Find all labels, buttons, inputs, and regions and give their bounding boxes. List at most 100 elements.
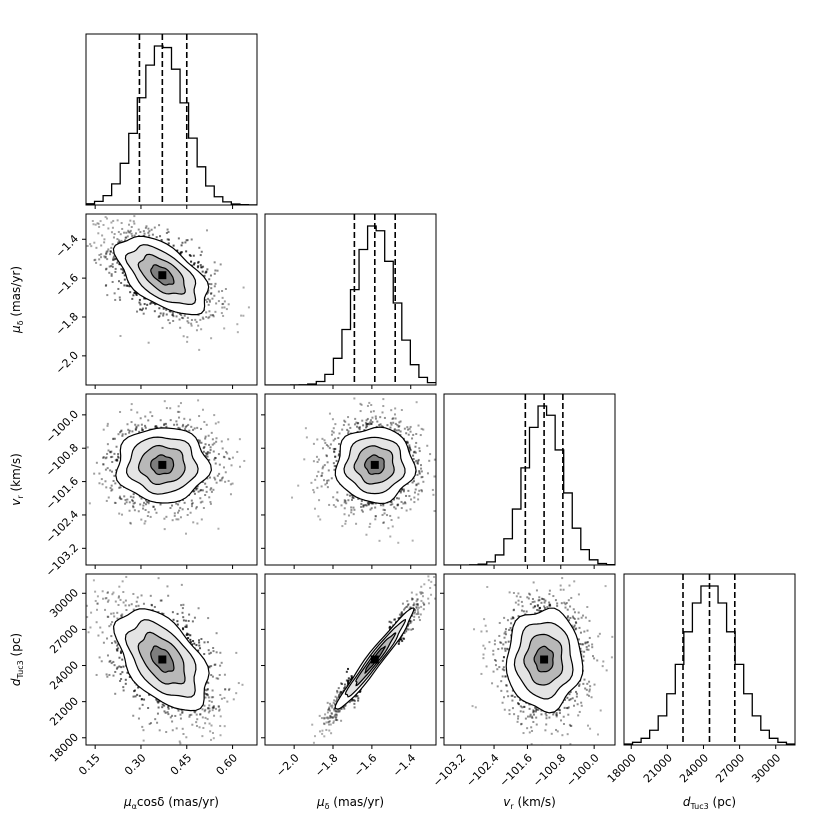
sample-point — [342, 424, 345, 427]
sample-point — [206, 268, 209, 271]
sample-point — [82, 606, 84, 608]
sample-point — [123, 284, 126, 287]
sample-point — [132, 714, 135, 717]
sample-point — [365, 533, 368, 536]
sample-point — [326, 711, 329, 714]
sample-point — [422, 601, 425, 604]
sample-point — [215, 758, 217, 760]
sample-point — [162, 307, 165, 310]
sample-point — [105, 252, 108, 255]
sample-point — [144, 508, 147, 511]
sample-point — [141, 427, 144, 430]
sample-point — [504, 675, 507, 678]
sample-point — [151, 609, 154, 612]
sample-point — [109, 450, 112, 453]
sample-point — [334, 505, 337, 508]
sample-point — [162, 612, 165, 615]
sample-point — [94, 590, 97, 593]
sample-point — [206, 229, 209, 232]
sample-point — [52, 214, 54, 216]
sample-point — [98, 472, 101, 475]
y-tick-label-dist: 18000 — [47, 731, 81, 765]
sample-point — [166, 238, 169, 241]
sample-point — [113, 615, 116, 618]
sample-point — [396, 503, 399, 506]
sample-point — [530, 743, 533, 745]
sample-point — [572, 626, 575, 629]
sample-point — [190, 713, 193, 716]
sample-point — [365, 419, 368, 422]
sample-point — [102, 463, 105, 466]
sample-point — [102, 597, 105, 600]
sample-point — [165, 308, 168, 311]
sample-point — [533, 600, 536, 603]
axis-label-dist: dTuc3 (pc) — [683, 795, 736, 811]
sample-point — [528, 592, 531, 595]
sample-point — [323, 479, 326, 482]
sample-point — [219, 734, 222, 737]
sample-point — [329, 714, 332, 717]
sample-point — [195, 505, 198, 508]
sample-point — [106, 424, 109, 427]
sample-point — [212, 450, 215, 453]
sample-point — [146, 303, 149, 306]
sample-point — [208, 704, 211, 707]
sample-point — [149, 302, 152, 305]
sample-point — [200, 489, 203, 492]
sample-point — [366, 404, 369, 407]
sample-point — [312, 442, 315, 445]
sample-point — [141, 428, 144, 431]
sample-point — [336, 689, 339, 692]
sample-point — [502, 696, 505, 699]
sample-point — [128, 231, 131, 234]
sample-point — [597, 635, 600, 638]
sample-point — [107, 496, 110, 499]
sample-point — [111, 460, 114, 463]
sample-point — [389, 503, 392, 506]
sample-point — [116, 261, 119, 264]
sample-point — [118, 486, 121, 489]
sample-point — [142, 507, 145, 510]
sample-point — [356, 422, 359, 425]
axis-label-pmra: μαcosδ (mas/yr) — [123, 795, 219, 811]
sample-point — [227, 479, 230, 482]
sample-point — [383, 512, 386, 515]
sample-point — [417, 424, 420, 427]
sample-point — [356, 695, 359, 698]
sample-point — [190, 505, 193, 508]
sample-point — [568, 693, 571, 696]
sample-point — [227, 689, 230, 692]
sample-point — [501, 659, 504, 662]
sample-point — [210, 292, 213, 295]
sample-point — [94, 599, 97, 602]
sample-point — [333, 699, 336, 702]
sample-point — [517, 544, 519, 546]
sample-point — [209, 488, 212, 491]
sample-point — [482, 644, 485, 647]
sample-point — [433, 584, 436, 587]
sample-point — [511, 707, 514, 710]
sample-point — [536, 608, 539, 611]
sample-point — [95, 621, 98, 624]
sample-point — [407, 428, 410, 431]
sample-point — [165, 731, 168, 734]
sample-point — [328, 723, 331, 726]
sample-point — [109, 250, 112, 253]
sample-point — [409, 447, 412, 450]
sample-point — [187, 633, 190, 636]
sample-point — [392, 498, 395, 501]
sample-point — [140, 698, 143, 701]
sample-point — [338, 432, 341, 435]
sample-point — [106, 250, 109, 253]
sample-point — [147, 502, 150, 505]
sample-point — [117, 595, 120, 598]
sample-point — [197, 265, 200, 268]
sample-point — [212, 314, 215, 317]
sample-point — [513, 696, 516, 699]
sample-point — [340, 693, 343, 696]
sample-point — [161, 326, 164, 329]
sample-point — [117, 230, 120, 233]
sample-point — [331, 418, 334, 421]
sample-point — [508, 713, 511, 716]
sample-point — [347, 416, 350, 419]
